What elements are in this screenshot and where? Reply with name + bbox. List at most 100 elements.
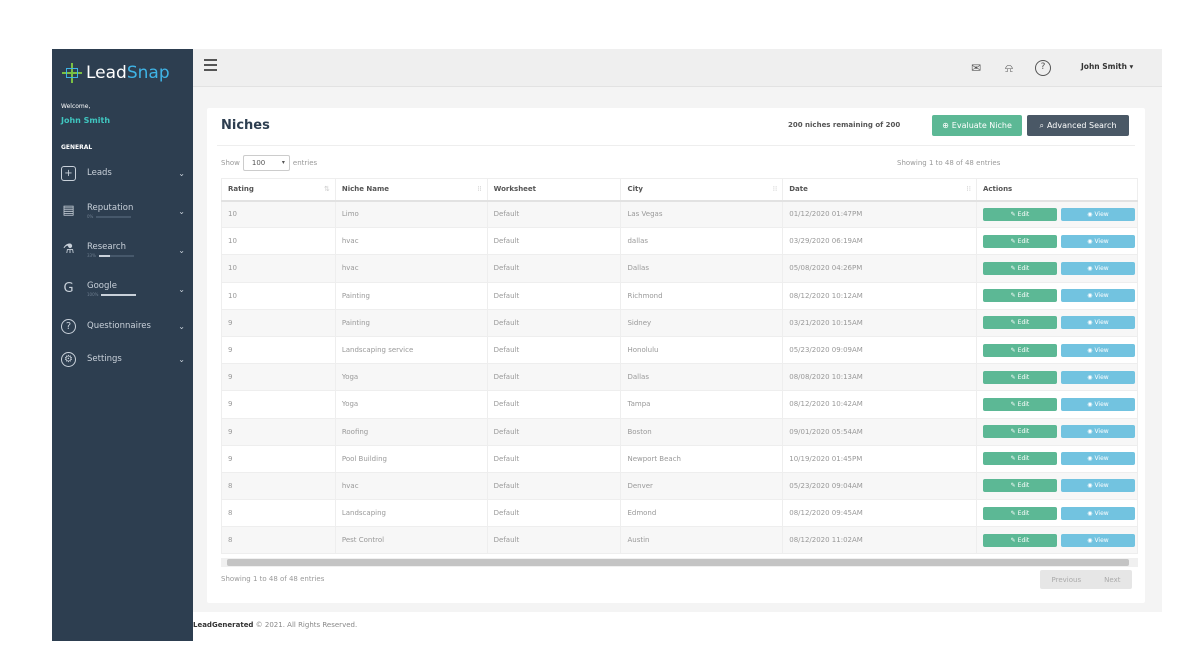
logo[interactable]: Lead Snap	[62, 63, 170, 83]
view-button[interactable]: ◉ View	[1060, 506, 1135, 520]
button-label: View	[1094, 210, 1109, 218]
page-length-control: Show 100 ▾ entries	[221, 155, 317, 171]
view-button[interactable]: ◉ View	[1060, 425, 1135, 439]
question-circle-icon: ?	[61, 318, 76, 334]
bell-icon[interactable]: ⍾	[1005, 61, 1013, 75]
eye-icon: ◉	[1087, 319, 1093, 327]
button-label: Edit	[1017, 400, 1030, 408]
edit-button[interactable]: ✎ Edit	[982, 316, 1057, 330]
previous-button[interactable]: Previous	[1051, 575, 1082, 584]
cell-date: 08/12/2020 11:02AM	[782, 526, 977, 555]
evaluate-niche-button[interactable]: ⊕ Evaluate Niche	[932, 115, 1022, 136]
view-button[interactable]: ◉ View	[1060, 207, 1135, 221]
user-menu[interactable]: John Smith ▾	[1081, 62, 1134, 71]
view-button[interactable]: ◉ View	[1060, 397, 1135, 411]
cell-actions: ✎ Edit ◉ View	[975, 390, 1139, 419]
pencil-icon: ✎	[1010, 292, 1016, 300]
sidebar-item-reputation[interactable]: ▤ Reputation 0% ⌄	[52, 198, 193, 224]
edit-button[interactable]: ✎ Edit	[982, 397, 1057, 411]
logo-text: Lead	[86, 63, 127, 83]
view-button[interactable]: ◉ View	[1060, 261, 1135, 275]
column-label: City	[627, 185, 643, 194]
cell-worksheet: Default	[486, 199, 622, 229]
menu-toggle-icon[interactable]	[204, 59, 217, 74]
cell-worksheet: Default	[486, 254, 622, 283]
column-header-date[interactable]: Date ⁞⁞	[782, 178, 977, 202]
button-label: Edit	[1017, 428, 1030, 436]
logo-mark-icon	[62, 63, 82, 83]
cell-actions: ✎ Edit ◉ View	[975, 308, 1139, 337]
advanced-search-button[interactable]: ⌕ Advanced Search	[1027, 115, 1129, 136]
cell-date: 08/12/2020 09:45AM	[782, 499, 977, 528]
column-header-rating[interactable]: Rating ⇅	[221, 178, 336, 202]
edit-button[interactable]: ✎ Edit	[982, 234, 1057, 248]
cell-niche-name: hvac	[334, 227, 488, 256]
sidebar-item-google[interactable]: G Google 100% ⌄	[52, 276, 193, 302]
cell-actions: ✎ Edit ◉ View	[975, 281, 1139, 310]
chevron-down-icon: ⌄	[178, 245, 185, 255]
edit-button[interactable]: ✎ Edit	[982, 425, 1057, 439]
view-button[interactable]: ◉ View	[1060, 316, 1135, 330]
next-button[interactable]: Next	[1104, 575, 1121, 584]
cell-city: Austin	[620, 526, 784, 555]
cell-date: 08/12/2020 10:12AM	[782, 281, 977, 310]
table-row: 8 hvac Default Denver 05/23/2020 09:04AM ✎ Edi…	[221, 471, 1139, 501]
edit-button[interactable]: ✎ Edit	[982, 343, 1057, 357]
chevron-down-icon: ⌄	[178, 206, 185, 216]
cell-niche-name: Roofing	[334, 417, 488, 446]
cell-actions: ✎ Edit ◉ View	[975, 363, 1139, 392]
plus-square-icon: +	[61, 165, 76, 181]
edit-button[interactable]: ✎ Edit	[982, 289, 1057, 303]
edit-button[interactable]: ✎ Edit	[982, 506, 1057, 520]
view-button[interactable]: ◉ View	[1060, 479, 1135, 493]
eye-icon: ◉	[1087, 455, 1093, 463]
edit-button[interactable]: ✎ Edit	[982, 533, 1057, 547]
view-button[interactable]: ◉ View	[1060, 343, 1135, 357]
sort-icon[interactable]: ⁞⁞	[966, 185, 971, 193]
scrollbar-thumb[interactable]	[227, 559, 1129, 566]
cell-rating: 9	[221, 417, 336, 446]
column-header-niche-name[interactable]: Niche Name ⁞⁞	[334, 178, 488, 202]
edit-button[interactable]: ✎ Edit	[982, 207, 1057, 221]
edit-button[interactable]: ✎ Edit	[982, 261, 1057, 275]
mail-icon[interactable]: ✉	[970, 61, 982, 75]
button-label: Advanced Search	[1046, 121, 1117, 130]
sort-icon[interactable]: ⁞⁞	[772, 185, 778, 193]
cell-niche-name: Limo	[334, 199, 488, 229]
sidebar-item-questionnaires[interactable]: ? Questionnaires ⌄	[52, 313, 193, 339]
app: Lead Snap Welcome, John Smith GENERAL + Le…	[52, 49, 1162, 641]
view-button[interactable]: ◉ View	[1060, 452, 1135, 466]
edit-button[interactable]: ✎ Edit	[982, 370, 1057, 384]
column-header-city[interactable]: City ⁞⁞	[620, 178, 784, 202]
help-icon[interactable]: ?	[1035, 60, 1051, 76]
view-button[interactable]: ◉ View	[1060, 370, 1135, 384]
edit-button[interactable]: ✎ Edit	[982, 479, 1057, 493]
column-header-actions: Actions	[975, 178, 1139, 202]
table-row: 10 Painting Default Richmond 08/12/2020 10:1…	[221, 281, 1139, 310]
cell-rating: 10	[221, 227, 336, 256]
cell-actions: ✎ Edit ◉ View	[975, 254, 1139, 283]
sidebar-item-research[interactable]: ⚗ Research 33% ⌄	[52, 237, 193, 263]
column-label: Worksheet	[493, 185, 537, 194]
pagination: Previous Next	[1040, 570, 1132, 589]
view-button[interactable]: ◉ View	[1060, 533, 1135, 547]
view-button[interactable]: ◉ View	[1060, 234, 1135, 248]
page-size-value: 100	[251, 159, 266, 167]
sort-icon[interactable]: ⇅	[323, 185, 330, 193]
button-label: Evaluate Niche	[951, 121, 1012, 130]
sidebar-item-leads[interactable]: + Leads ⌄	[52, 160, 193, 186]
button-label: Edit	[1017, 264, 1030, 272]
cell-actions: ✎ Edit ◉ View	[975, 199, 1139, 229]
sort-icon[interactable]: ⁞⁞	[477, 185, 482, 193]
column-header-worksheet[interactable]: Worksheet	[486, 178, 622, 202]
cell-rating: 9	[221, 335, 336, 365]
sidebar-item-settings[interactable]: ⚙ Settings ⌄	[52, 346, 193, 372]
edit-button[interactable]: ✎ Edit	[982, 452, 1057, 466]
horizontal-scrollbar[interactable]	[221, 558, 1138, 567]
view-button[interactable]: ◉ View	[1060, 289, 1135, 303]
pencil-icon: ✎	[1010, 400, 1016, 408]
button-label: Edit	[1017, 319, 1030, 327]
cell-city: Tampa	[620, 390, 784, 419]
page-size-select[interactable]: 100 ▾	[242, 155, 290, 171]
progress-label: 0%	[87, 214, 94, 219]
